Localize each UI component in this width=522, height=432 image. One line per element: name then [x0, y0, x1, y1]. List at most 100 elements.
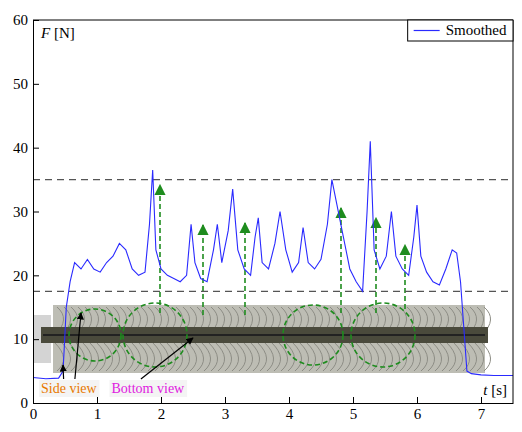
inset-ripple: [258, 343, 267, 371]
tick-mark: [353, 397, 354, 403]
tick-label: 60: [13, 12, 28, 28]
tick-label: 7: [478, 406, 486, 422]
inset-image: [33, 305, 491, 373]
reference-line: [33, 291, 513, 292]
inset-ripple: [83, 343, 92, 371]
tick: 10: [13, 331, 39, 347]
tick: 50: [13, 76, 39, 92]
tick-label: 1: [94, 406, 102, 422]
tick: 0: [21, 395, 40, 411]
tick-mark: [33, 212, 39, 213]
inset-ripple: [391, 343, 400, 371]
inset-line: [43, 334, 485, 336]
inset-ripple: [349, 343, 358, 371]
highlight-circle: [351, 303, 415, 367]
tick: 20: [13, 268, 39, 284]
chart: 0 1 2 3 4 5 6 7 0 10 20 30 40 50 60 F [N] t [s] Smoothed S…: [0, 0, 522, 432]
plot-frame: [33, 20, 513, 403]
inset-ripple: [454, 343, 463, 371]
inset-ripple: [419, 343, 428, 371]
tick-label: 2: [158, 406, 166, 422]
x-axis: 0 1 2 3 4 5 6 7: [30, 397, 514, 422]
legend-label: Smoothed: [446, 22, 507, 38]
inset-ripple: [97, 343, 106, 371]
inset-ripple: [209, 343, 218, 371]
tick-label: 0: [30, 406, 38, 422]
tick-label: 10: [13, 331, 28, 347]
inset-ripple: [307, 343, 316, 371]
legend-box: [408, 20, 513, 41]
highlight-circle: [283, 305, 343, 365]
highlight-arrow: [159, 185, 161, 313]
inset-ripple: [314, 343, 323, 371]
inset-ripple: [223, 343, 232, 371]
annotation-arrow: [75, 313, 81, 379]
tick-mark: [33, 339, 39, 340]
annotation-label: Bottom view: [111, 381, 185, 396]
inset-ripple: [216, 343, 225, 371]
inset-ripple: [342, 343, 351, 371]
annotation-arrow: [141, 338, 193, 379]
inset-ripple: [363, 343, 372, 371]
tick-mark: [417, 397, 418, 403]
tick-mark: [161, 397, 162, 403]
reference-line: [33, 179, 513, 180]
axis-line: [34, 403, 514, 404]
highlight-circle: [123, 303, 187, 367]
inset-ripple: [55, 343, 64, 371]
legend: Smoothed: [408, 20, 513, 41]
tick: 3: [222, 397, 230, 422]
tick-label: 5: [350, 406, 358, 422]
inset-ripple: [426, 343, 435, 371]
inset-ripple: [132, 343, 141, 371]
tick-label: 20: [13, 268, 28, 284]
tick: 7: [478, 397, 486, 422]
inset-ripple: [370, 343, 379, 371]
inset-ripple: [202, 343, 211, 371]
highlight-arrow: [375, 218, 377, 313]
annotation: Bottom view: [109, 380, 187, 397]
inset-ripple: [272, 343, 281, 371]
inset-ripple: [321, 343, 330, 371]
marks: [33, 141, 513, 378]
inset-ripple: [482, 343, 491, 371]
tick: 40: [13, 140, 39, 156]
inset-ripple: [195, 343, 204, 371]
tick: 1: [94, 397, 102, 422]
tick-mark: [225, 397, 226, 403]
tick-mark: [33, 84, 39, 85]
annotation-label: Side view: [41, 381, 97, 396]
inset-ripple: [265, 343, 274, 371]
tick-label: 30: [13, 204, 28, 220]
inset-ripple: [237, 343, 246, 371]
tick-label: 50: [13, 76, 28, 92]
tick-mark: [33, 403, 39, 404]
annotation-bg: [109, 380, 187, 397]
tick-mark: [33, 148, 39, 149]
y-axis: 0 10 20 30 40 50 60: [13, 12, 39, 411]
data-line: [33, 141, 513, 378]
tick-mark: [97, 397, 98, 403]
inset-ripple: [251, 343, 260, 371]
tick: 30: [13, 204, 39, 220]
y-axis-title: F [N]: [40, 25, 75, 41]
inset-ripple: [230, 343, 239, 371]
tick-label: 0: [21, 395, 29, 411]
tick: 6: [414, 397, 422, 422]
x-axis-title: t [s]: [483, 382, 507, 398]
plot: 0 1 2 3 4 5 6 7 0 10 20 30 40 50 60 F [N] t [s] Smoothed S…: [13, 12, 514, 421]
inset-ripple: [244, 343, 253, 371]
inset-ripple: [468, 343, 477, 371]
tick-label: 6: [414, 406, 422, 422]
inset-ripple: [90, 343, 99, 371]
tick: 5: [350, 397, 358, 422]
inset-ripple: [475, 343, 484, 371]
highlight-arrow: [202, 225, 204, 315]
tick: 4: [286, 397, 294, 422]
inset-ripple: [335, 343, 344, 371]
inset-ripple: [139, 343, 148, 371]
tick-mark: [481, 397, 482, 403]
inset-ripple: [293, 343, 302, 371]
highlight-arrow: [404, 245, 406, 309]
tick-label: 4: [286, 406, 294, 422]
